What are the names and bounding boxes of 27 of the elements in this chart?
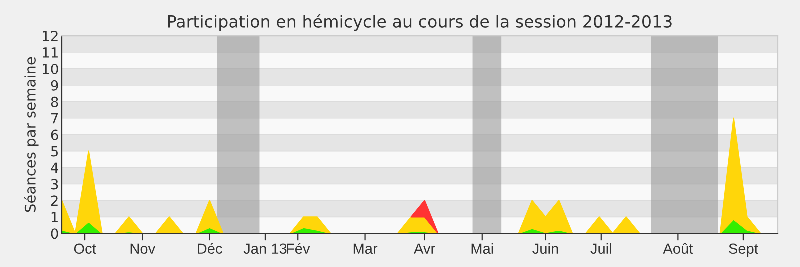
- y-tick-label: 2: [51, 196, 58, 206]
- y-tick-label: 0: [51, 228, 58, 240]
- x-tick-label: Août: [663, 243, 694, 254]
- y-tick-label: 1: [52, 212, 58, 222]
- x-tick-label: Juin: [532, 243, 558, 254]
- y-tick-label: 10: [43, 64, 58, 74]
- x-tick-label: Mai: [472, 243, 494, 254]
- x-tick-label: Avr: [414, 244, 436, 254]
- y-tick-label: 5: [51, 146, 58, 157]
- x-tick-label: Déc: [198, 243, 222, 254]
- y-tick-label: 7: [52, 114, 58, 124]
- x-tick-label: Juil: [590, 243, 612, 254]
- y-tick-label: 6: [51, 130, 58, 140]
- y-tick-label: 9: [51, 80, 58, 91]
- x-tick-label: Jan 13: [244, 244, 287, 254]
- y-tick-label: 4: [51, 162, 58, 174]
- x-tick-label: Mar: [354, 244, 378, 254]
- chart-title: Participation en hémicycle au cours de la session 2012-2013: [168, 14, 672, 32]
- y-tick-label: 11: [43, 48, 58, 58]
- x-tick-label: Fév: [287, 243, 310, 254]
- x-tick-label: Oct: [74, 244, 96, 254]
- x-tick-label: Sept: [729, 244, 758, 257]
- y-axis-title: Séances par semaine: [24, 57, 39, 212]
- y-tick-label: 8: [51, 96, 58, 108]
- x-tick-label: Nov: [130, 244, 156, 254]
- y-tick-label: 3: [51, 179, 58, 190]
- y-tick-label: 12: [43, 31, 58, 42]
